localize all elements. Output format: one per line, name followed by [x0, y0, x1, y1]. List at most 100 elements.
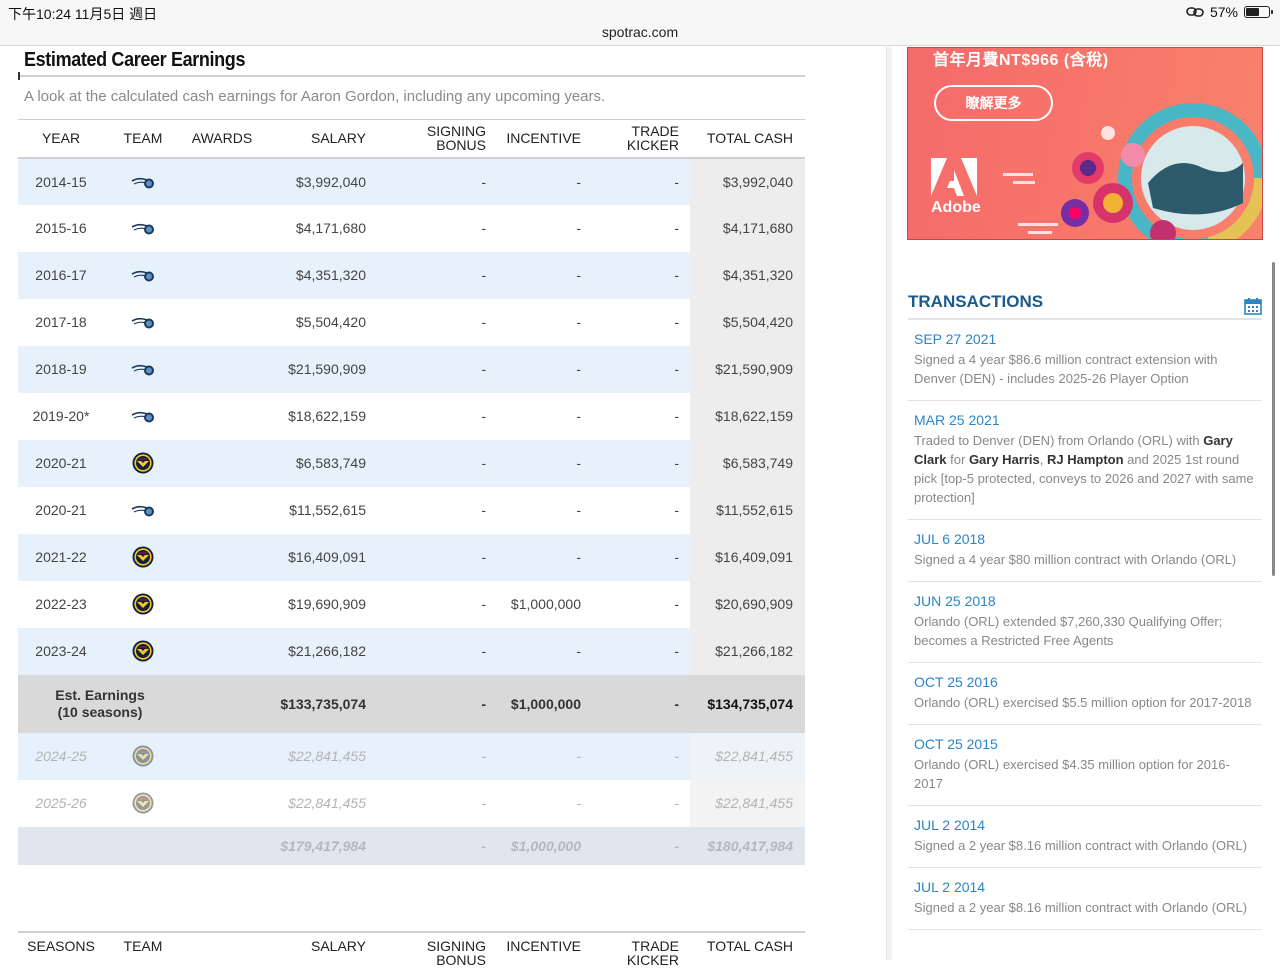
cell-team[interactable]	[104, 298, 182, 346]
cell-salary: $5,504,420	[262, 298, 368, 346]
cell-trade-kicker: -	[583, 298, 690, 346]
transaction-item: JUN 25 2018 Orlando (ORL) extended $7,26…	[908, 582, 1262, 663]
transaction-date[interactable]: OCT 25 2016	[914, 674, 998, 690]
cell-awards	[182, 533, 262, 581]
cell-year: 2025-26	[18, 779, 104, 827]
adobe-logo-icon	[931, 158, 977, 196]
cell-empty	[18, 826, 104, 865]
transaction-date[interactable]: JUL 2 2014	[914, 879, 986, 895]
cell-team[interactable]	[104, 580, 182, 628]
cell-team[interactable]	[104, 204, 182, 252]
cell-team[interactable]	[104, 439, 182, 487]
cell-salary: $4,351,320	[262, 251, 368, 299]
transaction-date[interactable]: JUN 25 2018	[914, 593, 996, 609]
future-table-row: 2025-26 $22,841,455- - - $22,841,455	[18, 779, 805, 827]
ad-brand: Adobe	[931, 199, 981, 216]
cell-awards	[182, 732, 262, 780]
header2-seasons[interactable]: SEASONS	[27, 938, 95, 954]
header2-salary[interactable]: SALARY	[311, 938, 366, 954]
cell-team[interactable]	[104, 533, 182, 581]
cell-signing-bonus: -	[368, 627, 488, 675]
header2-incentive[interactable]: INCENTIVE	[506, 938, 581, 954]
transaction-item: SEP 27 2021 Signed a 4 year $86.6 millio…	[908, 320, 1262, 401]
cell-trade-kicker: -	[583, 345, 690, 393]
transaction-item: JUL 2 2014 Signed a 2 year $8.16 million…	[908, 868, 1262, 930]
address-bar-url[interactable]: spotrac.com	[601, 24, 679, 40]
cell-incentive: -	[488, 732, 583, 780]
transaction-date[interactable]: SEP 27 2021	[914, 331, 997, 347]
header-salary[interactable]: SALARY	[311, 130, 366, 147]
table2-header-row: SEASONS TEAM SALARY SIGNING BONUS INCENTI…	[18, 932, 805, 972]
header2-signing-line2: BONUS	[436, 952, 486, 968]
player-link-rj-hampton[interactable]: RJ Hampton	[1047, 452, 1124, 467]
player-link-gary-clark[interactable]: Gary Clark	[914, 433, 1233, 467]
column-separator	[886, 47, 892, 960]
est-label-line1: Est. Earnings	[55, 686, 145, 703]
player-link-gary-harris[interactable]: Gary Harris	[968, 452, 1040, 467]
cell-trade-kicker: -	[583, 627, 690, 675]
cell-year: 2015-16	[18, 204, 104, 252]
cell-team[interactable]	[104, 392, 182, 440]
cell-incentive: -	[488, 157, 583, 205]
cell-team[interactable]	[104, 779, 182, 827]
cell-awards	[182, 298, 262, 346]
cell-team[interactable]	[104, 157, 182, 205]
calendar-icon[interactable]	[1244, 297, 1262, 315]
transaction-item: OCT 25 2016 Orlando (ORL) exercised $5.5…	[908, 663, 1262, 725]
table-row: 2016-17 $4,351,320- - - $4,351,320	[18, 251, 805, 299]
cell-incentive: -	[488, 392, 583, 440]
header2-trade-line1: TRADE	[631, 938, 679, 954]
cell-awards	[182, 157, 262, 205]
header-team[interactable]: TEAM	[123, 130, 163, 147]
cell-year: 2020-21	[18, 486, 104, 534]
header2-trade-line2: KICKER	[626, 952, 679, 968]
transaction-date[interactable]: JUL 6 2018	[914, 531, 986, 547]
cell-team[interactable]	[104, 732, 182, 780]
cell-team[interactable]	[104, 627, 182, 675]
cell-signing-bonus: -	[368, 779, 488, 827]
cell-incentive: -	[488, 345, 583, 393]
cell-team[interactable]	[104, 251, 182, 299]
header2-signing-line1: SIGNING	[426, 938, 486, 954]
header-signing-bonus[interactable]: SIGNING BONUS	[368, 120, 488, 158]
scrollbar[interactable]	[1272, 262, 1275, 576]
future-sum-incentive: $1,000,000	[488, 826, 583, 865]
header-year[interactable]: YEAR	[41, 130, 81, 147]
header2-signing-bonus[interactable]: SIGNING BONUS	[368, 932, 488, 972]
transactions-divider	[908, 318, 1262, 320]
denver-nuggets-logo-icon	[132, 452, 154, 474]
earnings-by-team-table: SEASONS TEAM SALARY SIGNING BONUS INCENTI…	[18, 931, 805, 972]
denver-nuggets-logo-icon	[132, 593, 154, 615]
transaction-date[interactable]: MAR 25 2021	[914, 412, 1000, 428]
status-indicators: 57%	[1186, 4, 1273, 20]
cell-total-cash: $11,552,615	[690, 486, 805, 534]
transaction-text-part: ,	[1039, 452, 1047, 467]
cell-incentive: -	[488, 204, 583, 252]
cell-year: 2017-18	[18, 298, 104, 346]
cell-trade-kicker: -	[583, 157, 690, 205]
table-row: 2022-23 $19,690,909- $1,000,000- $20,690,90…	[18, 580, 805, 628]
header-awards[interactable]: AWARDS	[191, 130, 253, 147]
header2-total-cash[interactable]: TOTAL CASH	[706, 938, 793, 954]
cell-year: 2016-17	[18, 251, 104, 299]
cell-signing-bonus: -	[368, 580, 488, 628]
cell-team[interactable]	[104, 345, 182, 393]
ad-price: 首年月費NT$966 (含稅)	[933, 52, 1109, 69]
header-incentive[interactable]: INCENTIVE	[506, 130, 581, 147]
transaction-date[interactable]: JUL 2 2014	[914, 817, 986, 833]
header-total-cash[interactable]: TOTAL CASH	[706, 130, 793, 147]
header2-empty	[182, 932, 262, 972]
cell-signing-bonus: -	[368, 204, 488, 252]
adobe-ad-banner[interactable]: 首年月費NT$966 (含稅) 瞭解更多 Adobe	[907, 47, 1263, 240]
cell-team[interactable]	[104, 486, 182, 534]
transaction-text-part: for	[946, 452, 969, 467]
transaction-date[interactable]: OCT 25 2015	[914, 736, 998, 752]
orlando-magic-logo-icon	[131, 271, 154, 282]
table-row: 2014-15 $3,992,040- - - $3,992,040	[18, 157, 805, 205]
section-subtitle: A look at the calculated cash earnings f…	[24, 88, 606, 105]
header2-trade-kicker[interactable]: TRADE KICKER	[583, 932, 690, 972]
transactions-list: SEP 27 2021 Signed a 4 year $86.6 millio…	[908, 320, 1262, 930]
header-trade-kicker[interactable]: TRADE KICKER	[583, 120, 690, 158]
header2-team[interactable]: TEAM	[123, 938, 163, 954]
ad-learn-more-button[interactable]: 瞭解更多	[934, 85, 1053, 121]
